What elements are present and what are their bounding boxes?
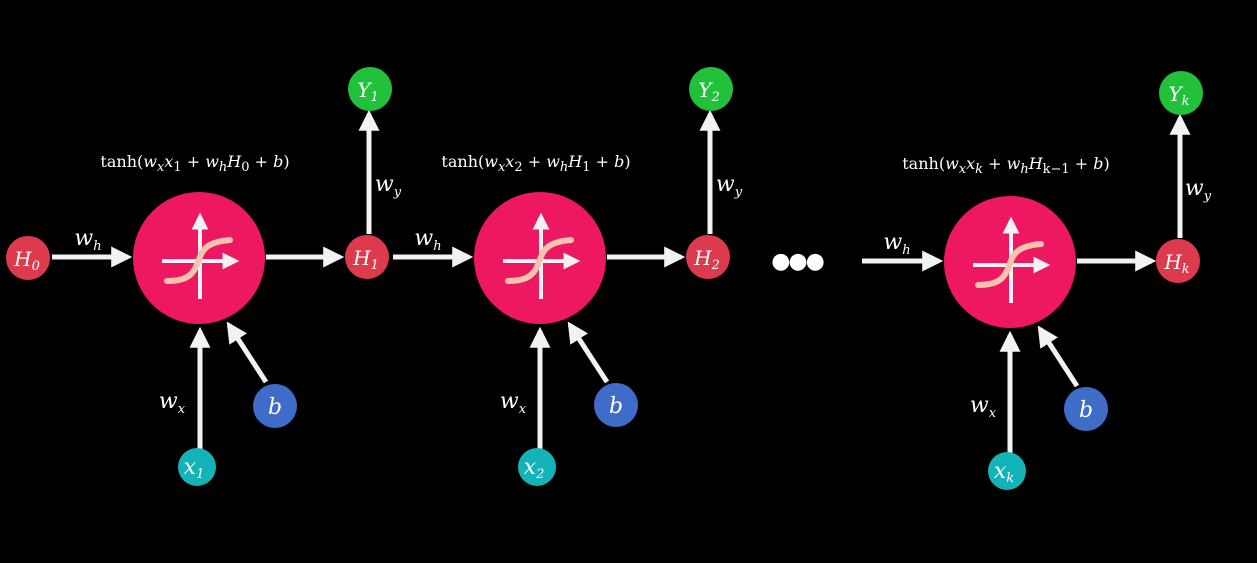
svg-text:H2: H2: [693, 246, 720, 273]
tanh-activation-node: [474, 192, 606, 324]
arrow-b-to-cell-2: [567, 321, 610, 384]
weight-label-wh: wh: [414, 226, 441, 254]
bias-node: b: [594, 383, 638, 427]
weight-label-wx: wx: [970, 393, 997, 421]
input-node-x2: x2: [518, 448, 556, 486]
svg-text:b: b: [268, 395, 282, 420]
svg-text:b: b: [1079, 398, 1093, 423]
sigmoid-curve-icon: [975, 241, 1044, 288]
svg-text:x1: x1: [184, 455, 205, 482]
svg-text:Yk: Yk: [1168, 82, 1189, 109]
rnn-cell-k: tanh(wxxk + whHk−1 + b) wh wy wx Hk Yk x…: [862, 71, 1212, 490]
svg-text:xk: xk: [994, 459, 1014, 486]
bias-node: b: [1064, 387, 1108, 431]
bias-node: b: [253, 384, 297, 428]
sigmoid-curve-icon: [164, 237, 233, 284]
tanh-activation-node: [133, 192, 265, 324]
input-node-xk: xk: [988, 452, 1026, 490]
weight-label-wy: wy: [375, 172, 402, 200]
rnn-cell-1: tanh(wxx1 + whH0 + b) wh wy wx H0 H1: [6, 67, 402, 486]
tanh-activation-node: [944, 196, 1076, 328]
svg-text:Y1: Y1: [357, 78, 378, 105]
svg-text:Hk: Hk: [1163, 250, 1189, 277]
output-node-y2: Y2: [689, 67, 733, 111]
weight-label-wx: wx: [159, 389, 186, 417]
weight-label-wh: wh: [74, 226, 101, 254]
rnn-cell-2: tanh(wxx2 + whH1 + b) wh wy wx H2 Y2 x2: [393, 67, 743, 486]
weight-label-wy: wy: [1185, 176, 1212, 204]
arrow-b-to-cell-k: [1037, 325, 1080, 388]
cell-k-formula: tanh(wxxk + whHk−1 + b): [902, 154, 1110, 177]
hidden-state-node-h0: H0: [6, 236, 50, 280]
weight-label-wh: wh: [883, 230, 910, 258]
svg-text:Y2: Y2: [698, 78, 719, 105]
weight-label-wx: wx: [500, 389, 527, 417]
svg-text:H0: H0: [13, 247, 40, 274]
arrow-b-to-cell-1: [226, 321, 269, 384]
cell-2-formula: tanh(wxx2 + whH1 + b): [441, 152, 630, 175]
hidden-state-node-h1: H1: [345, 235, 389, 279]
svg-text:x2: x2: [524, 455, 545, 482]
ellipsis: ●●●: [771, 249, 823, 274]
svg-text:b: b: [609, 394, 623, 419]
hidden-state-node-h2: H2: [686, 235, 730, 279]
input-node-x1: x1: [178, 448, 216, 486]
weight-label-wy: wy: [716, 172, 743, 200]
output-node-yk: Yk: [1159, 71, 1203, 115]
output-node-y1: Y1: [348, 67, 392, 111]
cell-1-formula: tanh(wxx1 + whH0 + b): [100, 152, 289, 175]
svg-text:H1: H1: [352, 246, 379, 273]
sigmoid-curve-icon: [505, 237, 574, 284]
hidden-state-node-hk: Hk: [1156, 239, 1200, 283]
